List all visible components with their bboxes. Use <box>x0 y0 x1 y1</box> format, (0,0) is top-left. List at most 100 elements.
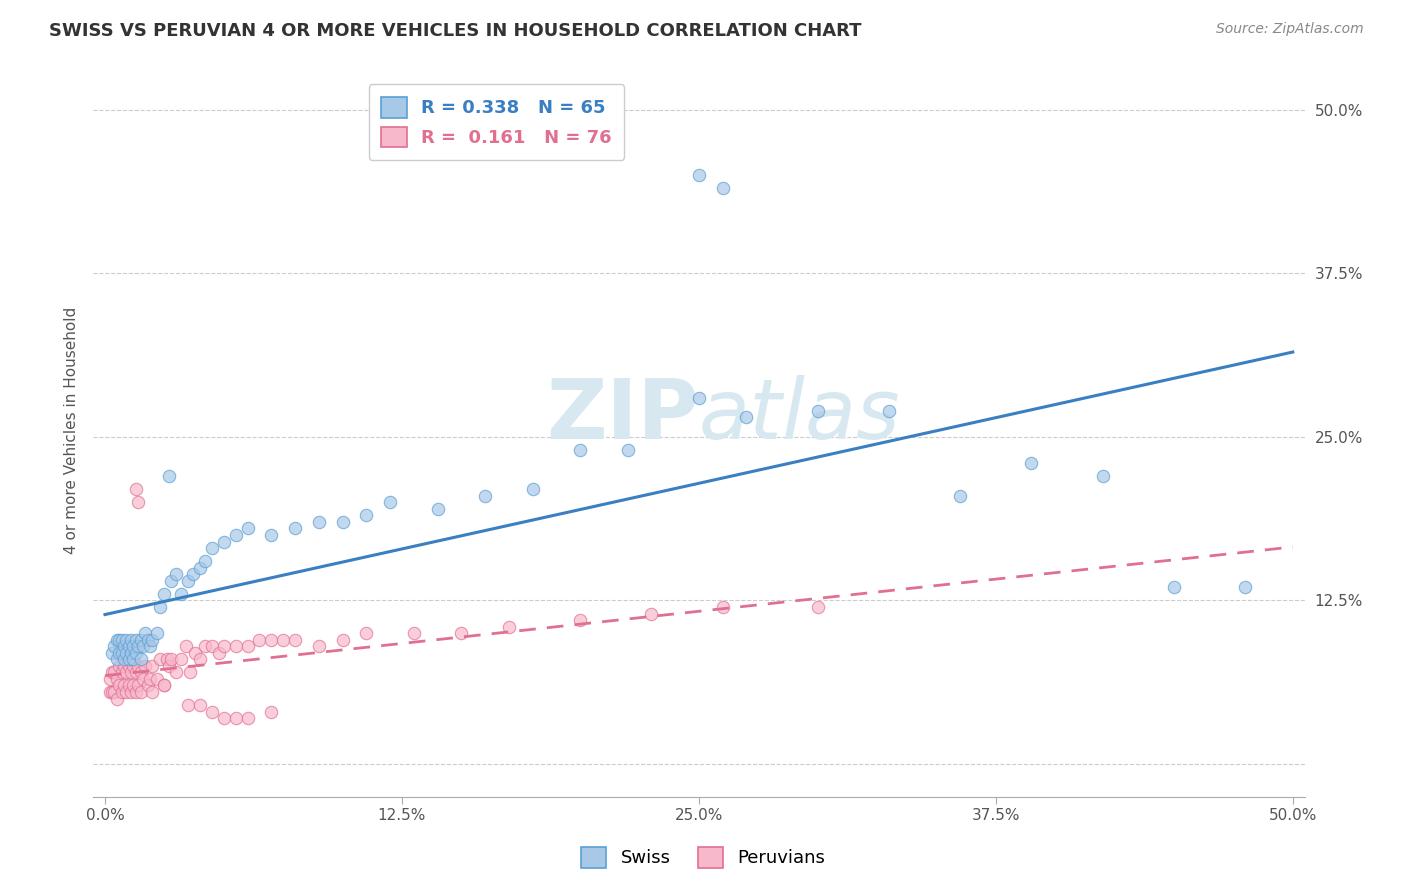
Point <box>212 639 235 653</box>
Point <box>170 652 193 666</box>
Point <box>120 685 142 699</box>
Point <box>122 678 145 692</box>
Point <box>711 181 734 195</box>
Point <box>188 698 211 712</box>
Point <box>127 658 149 673</box>
Point <box>332 632 354 647</box>
Point <box>177 698 200 712</box>
Point <box>688 168 710 182</box>
Point <box>110 632 132 647</box>
Point <box>569 613 592 627</box>
Point <box>105 672 128 686</box>
Point <box>132 672 155 686</box>
Point <box>735 410 758 425</box>
Point <box>260 632 283 647</box>
Point <box>112 652 135 666</box>
Text: atlas: atlas <box>699 376 900 456</box>
Point <box>201 541 224 555</box>
Point <box>188 652 211 666</box>
Point <box>165 665 187 680</box>
Point <box>108 658 131 673</box>
Point <box>103 639 125 653</box>
Point <box>201 705 224 719</box>
Point <box>201 639 224 653</box>
Point <box>236 639 259 653</box>
Point <box>616 442 638 457</box>
Point <box>98 685 121 699</box>
Point <box>160 652 183 666</box>
Point <box>118 658 141 673</box>
Text: SWISS VS PERUVIAN 4 OR MORE VEHICLES IN HOUSEHOLD CORRELATION CHART: SWISS VS PERUVIAN 4 OR MORE VEHICLES IN … <box>49 22 862 40</box>
Point <box>260 705 283 719</box>
Point <box>1163 580 1185 594</box>
Point <box>184 646 207 660</box>
Point <box>115 646 138 660</box>
Point <box>118 652 141 666</box>
Point <box>110 646 132 660</box>
Point <box>1091 469 1114 483</box>
Point <box>122 639 145 653</box>
Point <box>640 607 662 621</box>
Point <box>156 652 179 666</box>
Point <box>271 632 294 647</box>
Point <box>101 685 124 699</box>
Point <box>129 665 152 680</box>
Point <box>112 658 135 673</box>
Point <box>136 678 159 692</box>
Point <box>260 528 283 542</box>
Point <box>115 665 138 680</box>
Point <box>110 685 132 699</box>
Point <box>194 639 217 653</box>
Point <box>134 658 156 673</box>
Point <box>129 632 152 647</box>
Point <box>103 685 125 699</box>
Point <box>125 646 148 660</box>
Point <box>115 685 138 699</box>
Legend: Swiss, Peruvians: Swiss, Peruvians <box>569 836 837 879</box>
Point <box>110 665 132 680</box>
Point <box>127 495 149 509</box>
Point <box>108 678 131 692</box>
Point <box>101 665 124 680</box>
Text: Source: ZipAtlas.com: Source: ZipAtlas.com <box>1216 22 1364 37</box>
Point <box>284 632 307 647</box>
Point <box>132 639 155 653</box>
Point <box>141 685 163 699</box>
Point <box>308 515 330 529</box>
Point <box>225 711 247 725</box>
Point <box>146 626 169 640</box>
Point <box>101 646 124 660</box>
Point <box>356 508 378 523</box>
Point <box>98 672 121 686</box>
Point <box>402 626 425 640</box>
Point <box>188 560 211 574</box>
Point <box>165 567 187 582</box>
Point <box>1234 580 1257 594</box>
Point <box>125 482 148 496</box>
Point <box>141 658 163 673</box>
Point <box>122 658 145 673</box>
Point <box>127 678 149 692</box>
Point <box>129 685 152 699</box>
Point <box>153 587 176 601</box>
Point <box>153 678 176 692</box>
Point <box>139 672 162 686</box>
Point <box>125 665 148 680</box>
Point <box>179 665 201 680</box>
Point <box>177 574 200 588</box>
Point <box>149 652 172 666</box>
Point <box>136 632 159 647</box>
Point <box>569 442 592 457</box>
Point <box>118 678 141 692</box>
Point <box>236 711 259 725</box>
Point <box>153 678 176 692</box>
Point <box>141 632 163 647</box>
Point <box>378 495 401 509</box>
Point <box>208 646 231 660</box>
Point <box>120 646 142 660</box>
Point <box>108 646 131 660</box>
Y-axis label: 4 or more Vehicles in Household: 4 or more Vehicles in Household <box>65 307 79 554</box>
Point <box>181 567 204 582</box>
Point <box>120 665 142 680</box>
Point <box>146 672 169 686</box>
